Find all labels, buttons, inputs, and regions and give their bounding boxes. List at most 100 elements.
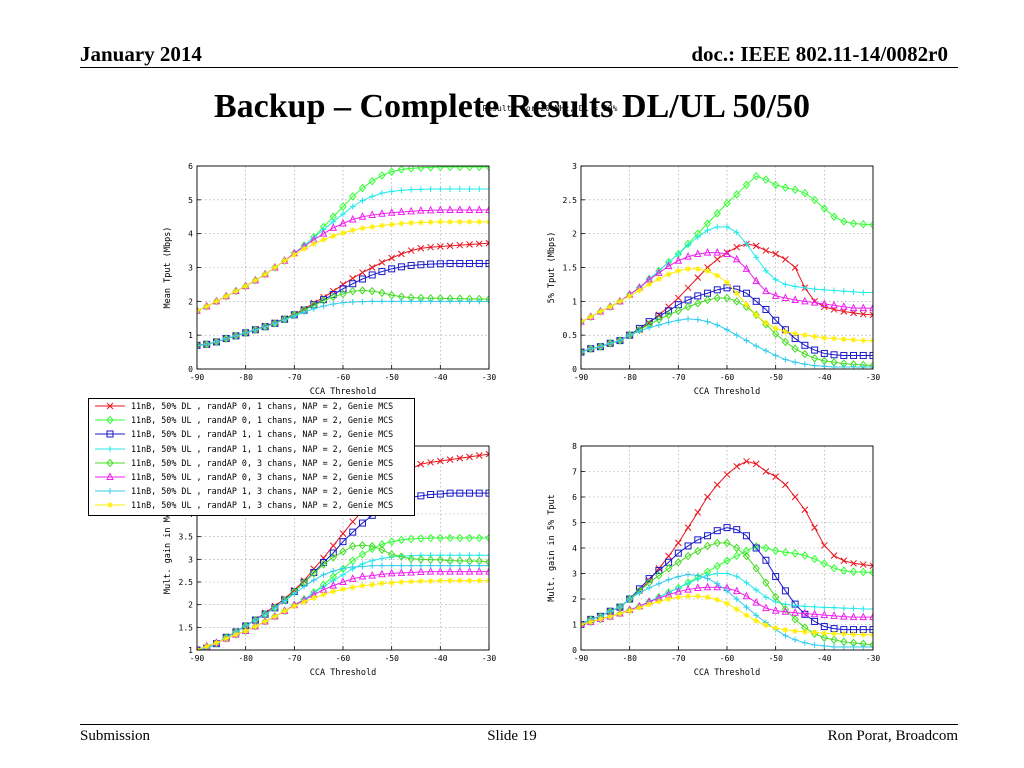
data-point	[456, 166, 464, 172]
data-point	[281, 608, 288, 615]
data-point	[417, 534, 425, 543]
data-point	[456, 454, 464, 462]
data-point	[762, 286, 770, 295]
data-point	[703, 219, 712, 228]
data-point	[466, 577, 473, 584]
data-point	[349, 299, 356, 306]
data-point	[810, 195, 819, 205]
data-point	[397, 166, 406, 174]
x-tick-label: -80	[622, 373, 637, 382]
data-point	[232, 631, 239, 638]
data-point	[485, 295, 489, 304]
data-point	[860, 337, 867, 344]
data-point	[801, 349, 809, 359]
data-point	[417, 244, 425, 252]
data-point	[242, 627, 249, 634]
data-point	[830, 212, 838, 222]
data-point	[636, 589, 643, 596]
data-point	[349, 227, 356, 234]
data-point	[271, 320, 278, 327]
data-point	[427, 298, 434, 305]
data-point	[831, 335, 838, 342]
data-point	[456, 259, 464, 267]
data-point	[349, 280, 357, 288]
data-point	[655, 598, 662, 605]
data-point	[694, 299, 702, 308]
data-point	[398, 562, 405, 569]
legend-item: 11nB, 50% UL , randAP 1, 1 chans, NAP = …	[89, 442, 414, 456]
data-point	[359, 298, 366, 305]
data-point	[742, 289, 750, 297]
data-point	[203, 340, 211, 349]
data-point	[310, 305, 317, 312]
data-point	[713, 561, 721, 571]
data-point	[340, 565, 346, 572]
data-point	[378, 259, 386, 266]
data-point	[714, 272, 721, 279]
data-point	[485, 259, 489, 267]
data-point	[437, 577, 444, 584]
data-point	[436, 243, 444, 250]
data-point	[606, 612, 614, 621]
data-point	[860, 605, 867, 612]
data-point	[752, 297, 760, 305]
y-tick-label: 2	[188, 297, 193, 306]
data-point	[664, 310, 673, 320]
data-point	[616, 610, 623, 617]
data-point	[616, 298, 623, 305]
data-point	[427, 552, 434, 559]
data-point	[320, 591, 327, 598]
data-point	[388, 537, 396, 546]
data-point	[388, 579, 395, 586]
y-tick-label: 2.5	[563, 196, 578, 205]
data-point	[840, 630, 847, 637]
data-point	[840, 288, 847, 295]
data-point	[674, 256, 683, 264]
data-point	[485, 489, 489, 497]
data-point	[456, 218, 463, 225]
data-point	[684, 524, 692, 531]
data-point	[339, 289, 347, 299]
data-point	[752, 310, 760, 320]
data-point	[447, 562, 454, 569]
x-tick-label: -40	[817, 654, 832, 663]
data-point	[685, 242, 692, 249]
data-point	[340, 299, 346, 306]
data-point	[587, 618, 594, 625]
data-point	[733, 551, 741, 561]
data-point	[427, 186, 434, 193]
y-tick-label: 5	[572, 519, 577, 528]
x-tick-label: -30	[482, 654, 497, 663]
data-point	[349, 518, 357, 526]
data-point	[587, 313, 594, 320]
data-point	[839, 302, 848, 310]
data-point	[408, 298, 415, 305]
legend-swatch	[95, 472, 125, 480]
data-point	[830, 635, 838, 645]
data-point	[369, 193, 376, 200]
data-point	[655, 268, 663, 276]
data-point	[694, 593, 701, 600]
data-point	[850, 605, 857, 612]
data-point	[869, 303, 873, 312]
data-point	[369, 581, 376, 588]
data-point	[860, 631, 867, 638]
data-point	[417, 206, 425, 214]
data-point	[349, 192, 357, 201]
data-point	[821, 604, 828, 611]
x-tick-label: -60	[720, 373, 735, 382]
data-point	[388, 188, 395, 195]
data-point	[339, 202, 347, 211]
data-point	[694, 316, 701, 323]
data-point	[329, 292, 337, 302]
legend-item: 11nB, 50% UL , randAP 1, 3 chans, NAP = …	[89, 498, 414, 512]
data-point	[820, 542, 828, 549]
data-point	[446, 242, 454, 250]
data-point	[801, 628, 808, 635]
data-point	[587, 344, 595, 353]
data-point	[753, 311, 760, 318]
data-point	[456, 186, 463, 193]
data-point	[782, 256, 789, 263]
data-point	[791, 295, 799, 303]
data-point	[436, 490, 444, 498]
